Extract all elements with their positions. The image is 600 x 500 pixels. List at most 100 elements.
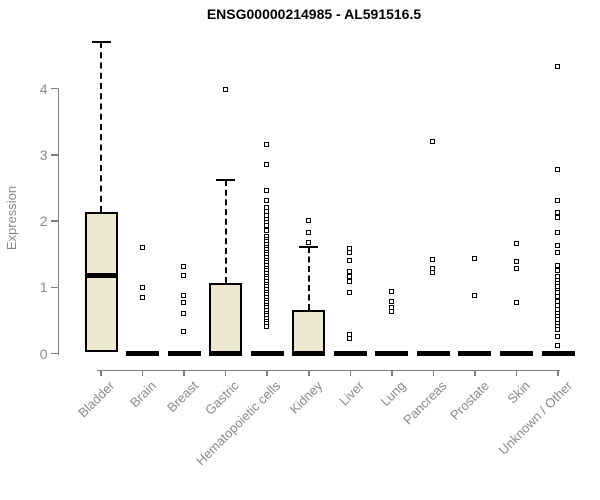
outlier-point [222, 87, 228, 93]
outlier-point [555, 327, 561, 333]
outlier-point [430, 269, 436, 275]
outlier-point [264, 324, 270, 329]
y-axis-tick [50, 352, 58, 355]
y-tick-label: 2 [39, 213, 48, 229]
collapsed-box [167, 350, 201, 357]
outlier-point [513, 259, 519, 265]
outlier-point [181, 272, 187, 278]
collapsed-box [333, 350, 367, 357]
outlier-point [264, 223, 270, 229]
collapsed-box [458, 350, 492, 357]
outlier-point [471, 292, 477, 298]
x-axis-tick [557, 369, 559, 376]
outlier-point [555, 243, 561, 249]
outlier-point [555, 198, 561, 204]
outlier-point [555, 249, 561, 255]
outlier-point [347, 290, 353, 296]
outlier-point [181, 292, 187, 298]
x-tick-label: Gastric [202, 378, 243, 418]
outlier-point [181, 310, 187, 316]
outlier-point [513, 300, 519, 306]
x-tick-label: Kidney [286, 378, 326, 417]
x-axis-tick [391, 369, 393, 376]
outlier-point [264, 227, 270, 233]
outlier-point [347, 249, 353, 255]
outlier-point [388, 309, 394, 315]
upper-whisker-cap [299, 245, 319, 249]
y-tick-label: 0 [39, 345, 48, 362]
y-axis-tick [50, 154, 58, 156]
x-tick-label: Lung [377, 378, 409, 410]
chart-title: ENSG00000214985 - AL591516.5 [206, 6, 422, 22]
outlier-point [305, 218, 311, 223]
median-line [84, 273, 118, 278]
x-axis-tick [266, 369, 268, 376]
upper-whisker [224, 179, 227, 284]
x-tick-label: Bladder [75, 378, 118, 421]
outlier-point [513, 241, 519, 247]
collapsed-box [541, 350, 575, 357]
outlier-point [347, 278, 353, 284]
box-iqr [84, 212, 118, 353]
outlier-point [555, 333, 561, 339]
x-tick-label: Breast [163, 378, 201, 416]
upper-whisker-cap [216, 178, 236, 182]
outlier-point [555, 343, 561, 349]
outlier-point [305, 239, 311, 245]
y-axis-line [57, 88, 59, 355]
x-axis-tick [100, 369, 102, 376]
outlier-point [181, 329, 187, 335]
y-tick-label: 3 [39, 146, 48, 163]
outlier-point [555, 229, 561, 235]
x-tick-label: Skin [504, 378, 534, 407]
x-axis-tick [474, 369, 476, 376]
x-axis-tick [141, 369, 144, 376]
x-axis-tick [432, 369, 435, 376]
outlier-point [347, 269, 353, 274]
median-line [292, 350, 326, 357]
outlier-point [555, 210, 561, 216]
upper-whisker [307, 246, 310, 310]
outlier-point [555, 294, 561, 300]
collapsed-box [375, 350, 409, 357]
outlier-point [555, 267, 561, 273]
outlier-point [513, 265, 519, 271]
outlier-point [181, 300, 187, 306]
x-axis-tick [308, 369, 310, 376]
outlier-point [305, 229, 311, 235]
x-tick-label: Brain [127, 378, 160, 411]
collapsed-box [500, 350, 533, 357]
x-tick-label: Pancreas [400, 378, 451, 428]
outlier-point [264, 198, 270, 204]
x-tick-label: Liver [336, 378, 367, 409]
outlier-point [139, 245, 145, 251]
x-tick-label: Unknown / Other [495, 378, 575, 458]
y-tick-label: 1 [39, 279, 48, 296]
median-line [209, 350, 243, 357]
outlier-point [347, 274, 353, 280]
x-axis-tick [183, 369, 185, 376]
y-axis-label: Expression [4, 185, 19, 251]
x-axis-tick [349, 369, 352, 376]
y-axis-tick [50, 87, 58, 90]
collapsed-box [126, 350, 160, 357]
collapsed-box [250, 350, 284, 357]
x-axis-line [97, 369, 560, 371]
outlier-point [347, 257, 353, 263]
outlier-point [430, 257, 436, 263]
outlier-point [388, 298, 394, 304]
outlier-point [555, 214, 561, 220]
y-axis-tick [50, 286, 58, 288]
outlier-point [555, 166, 561, 172]
box-iqr [292, 309, 326, 354]
outlier-point [555, 263, 561, 269]
x-tick-label: Prostate [446, 378, 492, 423]
box-iqr [209, 283, 243, 354]
outlier-point [264, 141, 270, 147]
outlier-point [264, 161, 270, 167]
outlier-point [388, 288, 394, 294]
x-axis-tick [515, 369, 518, 376]
x-axis-tick [224, 369, 227, 376]
outlier-point [555, 63, 561, 69]
y-axis-tick [50, 220, 58, 222]
